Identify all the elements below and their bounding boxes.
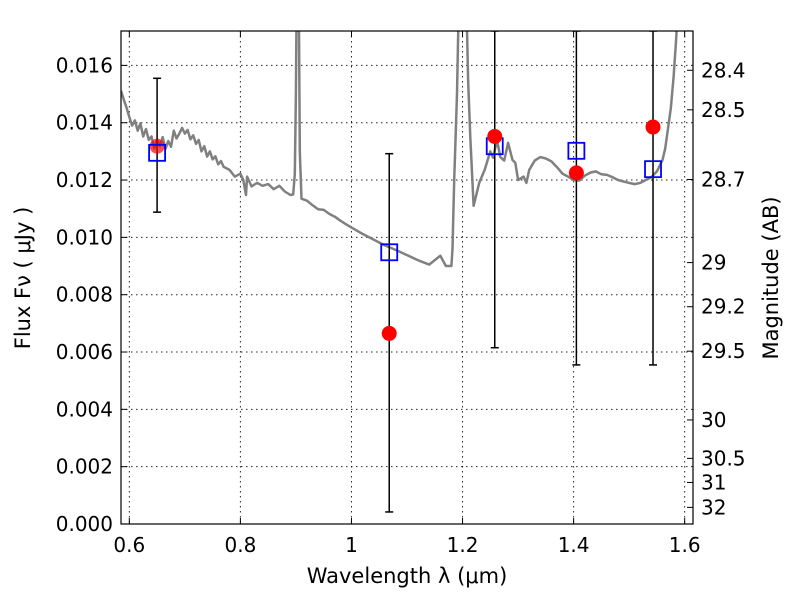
y-tick-label: 0.010: [56, 225, 113, 249]
mag-tick-label: 29: [701, 251, 726, 275]
plot-frame: [120, 30, 694, 525]
x-tick-label: 0.6: [113, 533, 145, 557]
y-tick-label: 0.006: [56, 340, 113, 364]
mag-tick-label: 28.7: [701, 167, 746, 191]
plot-area: [121, 31, 678, 513]
model-point: [380, 243, 399, 262]
y-tick-label: 0.004: [56, 397, 113, 421]
observed-point: [568, 165, 584, 181]
x-tick-label: 1: [345, 533, 358, 557]
observed-point: [381, 325, 397, 341]
y-tick-label: 0.000: [56, 512, 113, 536]
x-tick-label: 1.2: [447, 533, 479, 557]
observed-point: [487, 128, 503, 144]
observed-point: [149, 138, 165, 154]
model-point: [148, 143, 166, 162]
y-tick-label: 0.016: [56, 53, 113, 77]
y-tick-label: 0.012: [56, 168, 113, 192]
mag-tick-label: 30: [701, 408, 726, 432]
y-tick-label: 0.008: [56, 283, 113, 307]
observed-point: [645, 119, 661, 135]
sed-line: [121, 31, 678, 268]
axes: 0.6 0.8 1 1.2 1.4 1.6 0.000 0.002 0.004 0.006 0.00…: [56, 31, 746, 557]
mag-tick-label: 29.5: [701, 339, 746, 363]
model-point: [567, 141, 586, 160]
mag-tick-label: 29.2: [701, 295, 746, 319]
mag-tick-label: 28.4: [701, 58, 746, 82]
y-tick-label: 0.002: [56, 455, 113, 479]
x-tick-label: 1.6: [669, 533, 701, 557]
x-axis-title: Wavelength λ (μm): [307, 564, 508, 588]
y-tick-label: 0.014: [56, 111, 113, 135]
mag-tick-label: 30.5: [701, 446, 746, 470]
y2-axis-title: Magnitude (AB): [759, 196, 783, 359]
x-tick-label: 0.8: [224, 533, 256, 557]
grid: [121, 31, 693, 525]
y-axis-title: Flux Fν ( μJy ): [11, 207, 35, 350]
x-tick-label: 1.4: [558, 533, 590, 557]
model-point: [644, 160, 662, 179]
mag-tick-label: 28.5: [701, 98, 746, 122]
mag-tick-label: 32: [701, 495, 726, 519]
mag-tick-label: 31: [701, 470, 726, 494]
